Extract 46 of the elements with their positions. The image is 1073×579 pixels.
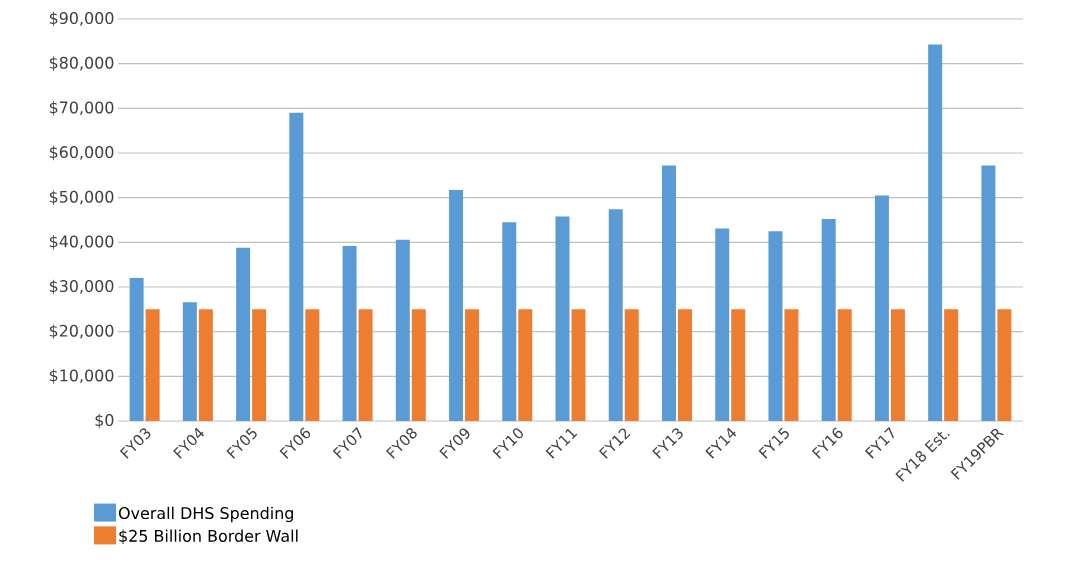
y-tick-label: $40,000 [49, 235, 114, 250]
y-tick-label: $10,000 [49, 369, 114, 384]
bar [608, 209, 623, 421]
bar [145, 309, 160, 421]
bar [395, 239, 410, 421]
bar [342, 245, 357, 421]
bar [661, 165, 676, 421]
y-tick-label: $80,000 [49, 56, 114, 71]
y-tick-label: $30,000 [49, 279, 114, 295]
y-tick-label: $70,000 [49, 101, 114, 116]
bar [715, 228, 730, 421]
bar [784, 309, 799, 421]
y-tick-label: $0 [95, 413, 114, 429]
bar [571, 309, 586, 421]
bar [731, 309, 746, 421]
bar [821, 219, 836, 421]
bar [236, 247, 251, 421]
bar [358, 309, 373, 421]
bar [198, 309, 213, 421]
bar [289, 112, 304, 421]
bar [449, 190, 464, 421]
bar [768, 231, 783, 421]
bar [555, 216, 570, 421]
bar [465, 309, 480, 421]
bar [502, 222, 517, 421]
bar [677, 309, 692, 421]
bar [997, 309, 1012, 421]
bar [518, 309, 533, 421]
bar [890, 309, 905, 421]
bar [624, 309, 639, 421]
bar [305, 309, 320, 421]
bar [411, 309, 426, 421]
bar [981, 165, 996, 421]
bar [129, 278, 144, 421]
y-tick-label: $60,000 [49, 145, 114, 161]
bar [252, 309, 267, 421]
legend-label: Overall DHS Spending [118, 506, 293, 523]
legend-label: $25 Billion Border Wall [119, 529, 298, 545]
bar [182, 302, 197, 421]
y-tick-label: $20,000 [49, 324, 114, 339]
bar [928, 44, 943, 421]
bar [837, 309, 852, 421]
bar [874, 195, 889, 421]
y-tick-label: $50,000 [49, 190, 114, 205]
y-tick-label: $90,000 [49, 11, 114, 27]
bar [944, 309, 959, 421]
